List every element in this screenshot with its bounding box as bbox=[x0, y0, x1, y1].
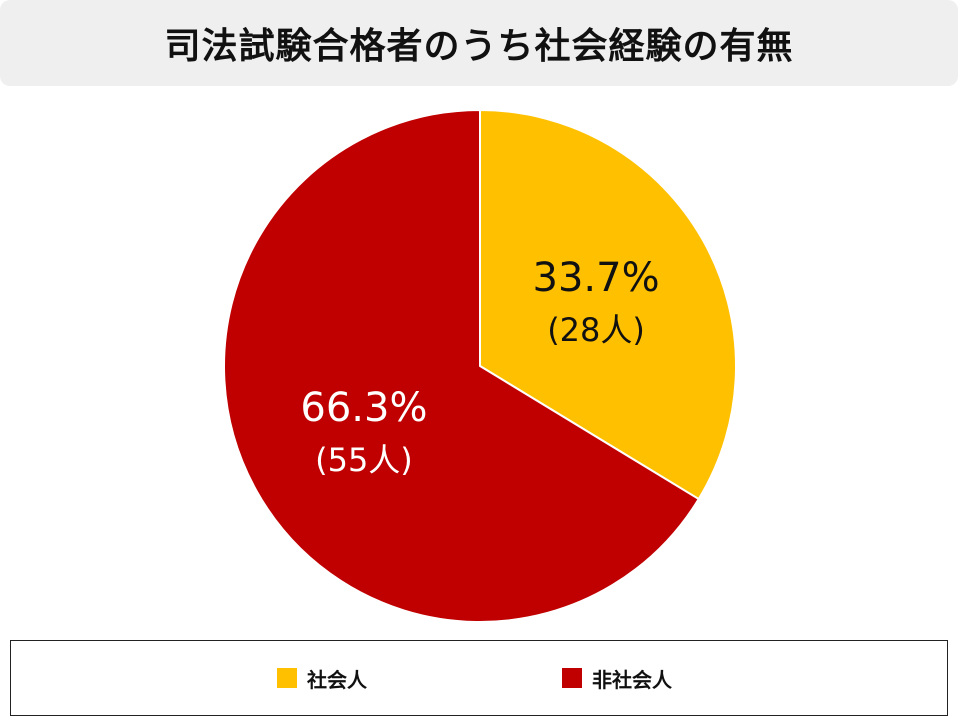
pie-label-percent-shakaijin: 33.7% bbox=[533, 255, 660, 301]
legend-label-shakaijin: 社会人 bbox=[307, 667, 367, 692]
legend-item-shakaijin: 社会人 bbox=[277, 641, 367, 715]
legend-label-hishakaijin: 非社会人 bbox=[592, 667, 672, 692]
pie-slice-hishakaijin bbox=[223, 108, 701, 623]
legend-item-hishakaijin: 非社会人 bbox=[562, 641, 672, 715]
pie-label-percent-hishakaijin: 66.3% bbox=[300, 385, 427, 431]
chart-title-bar: 司法試験合格者のうち社会経験の有無 bbox=[0, 0, 958, 86]
pie-slice-shakaijin bbox=[479, 108, 737, 501]
pie-label-count-shakaijin: (28人) bbox=[547, 311, 645, 349]
pie-chart: 33.7% (28人) 66.3% (55人) bbox=[223, 108, 737, 623]
chart-title: 司法試験合格者のうち社会経験の有無 bbox=[164, 26, 794, 67]
legend-swatch-hishakaijin bbox=[562, 668, 582, 688]
legend: 社会人 非社会人 bbox=[10, 640, 948, 716]
legend-swatch-shakaijin bbox=[277, 668, 297, 688]
pie-label-count-hishakaijin: (55人) bbox=[315, 441, 413, 479]
